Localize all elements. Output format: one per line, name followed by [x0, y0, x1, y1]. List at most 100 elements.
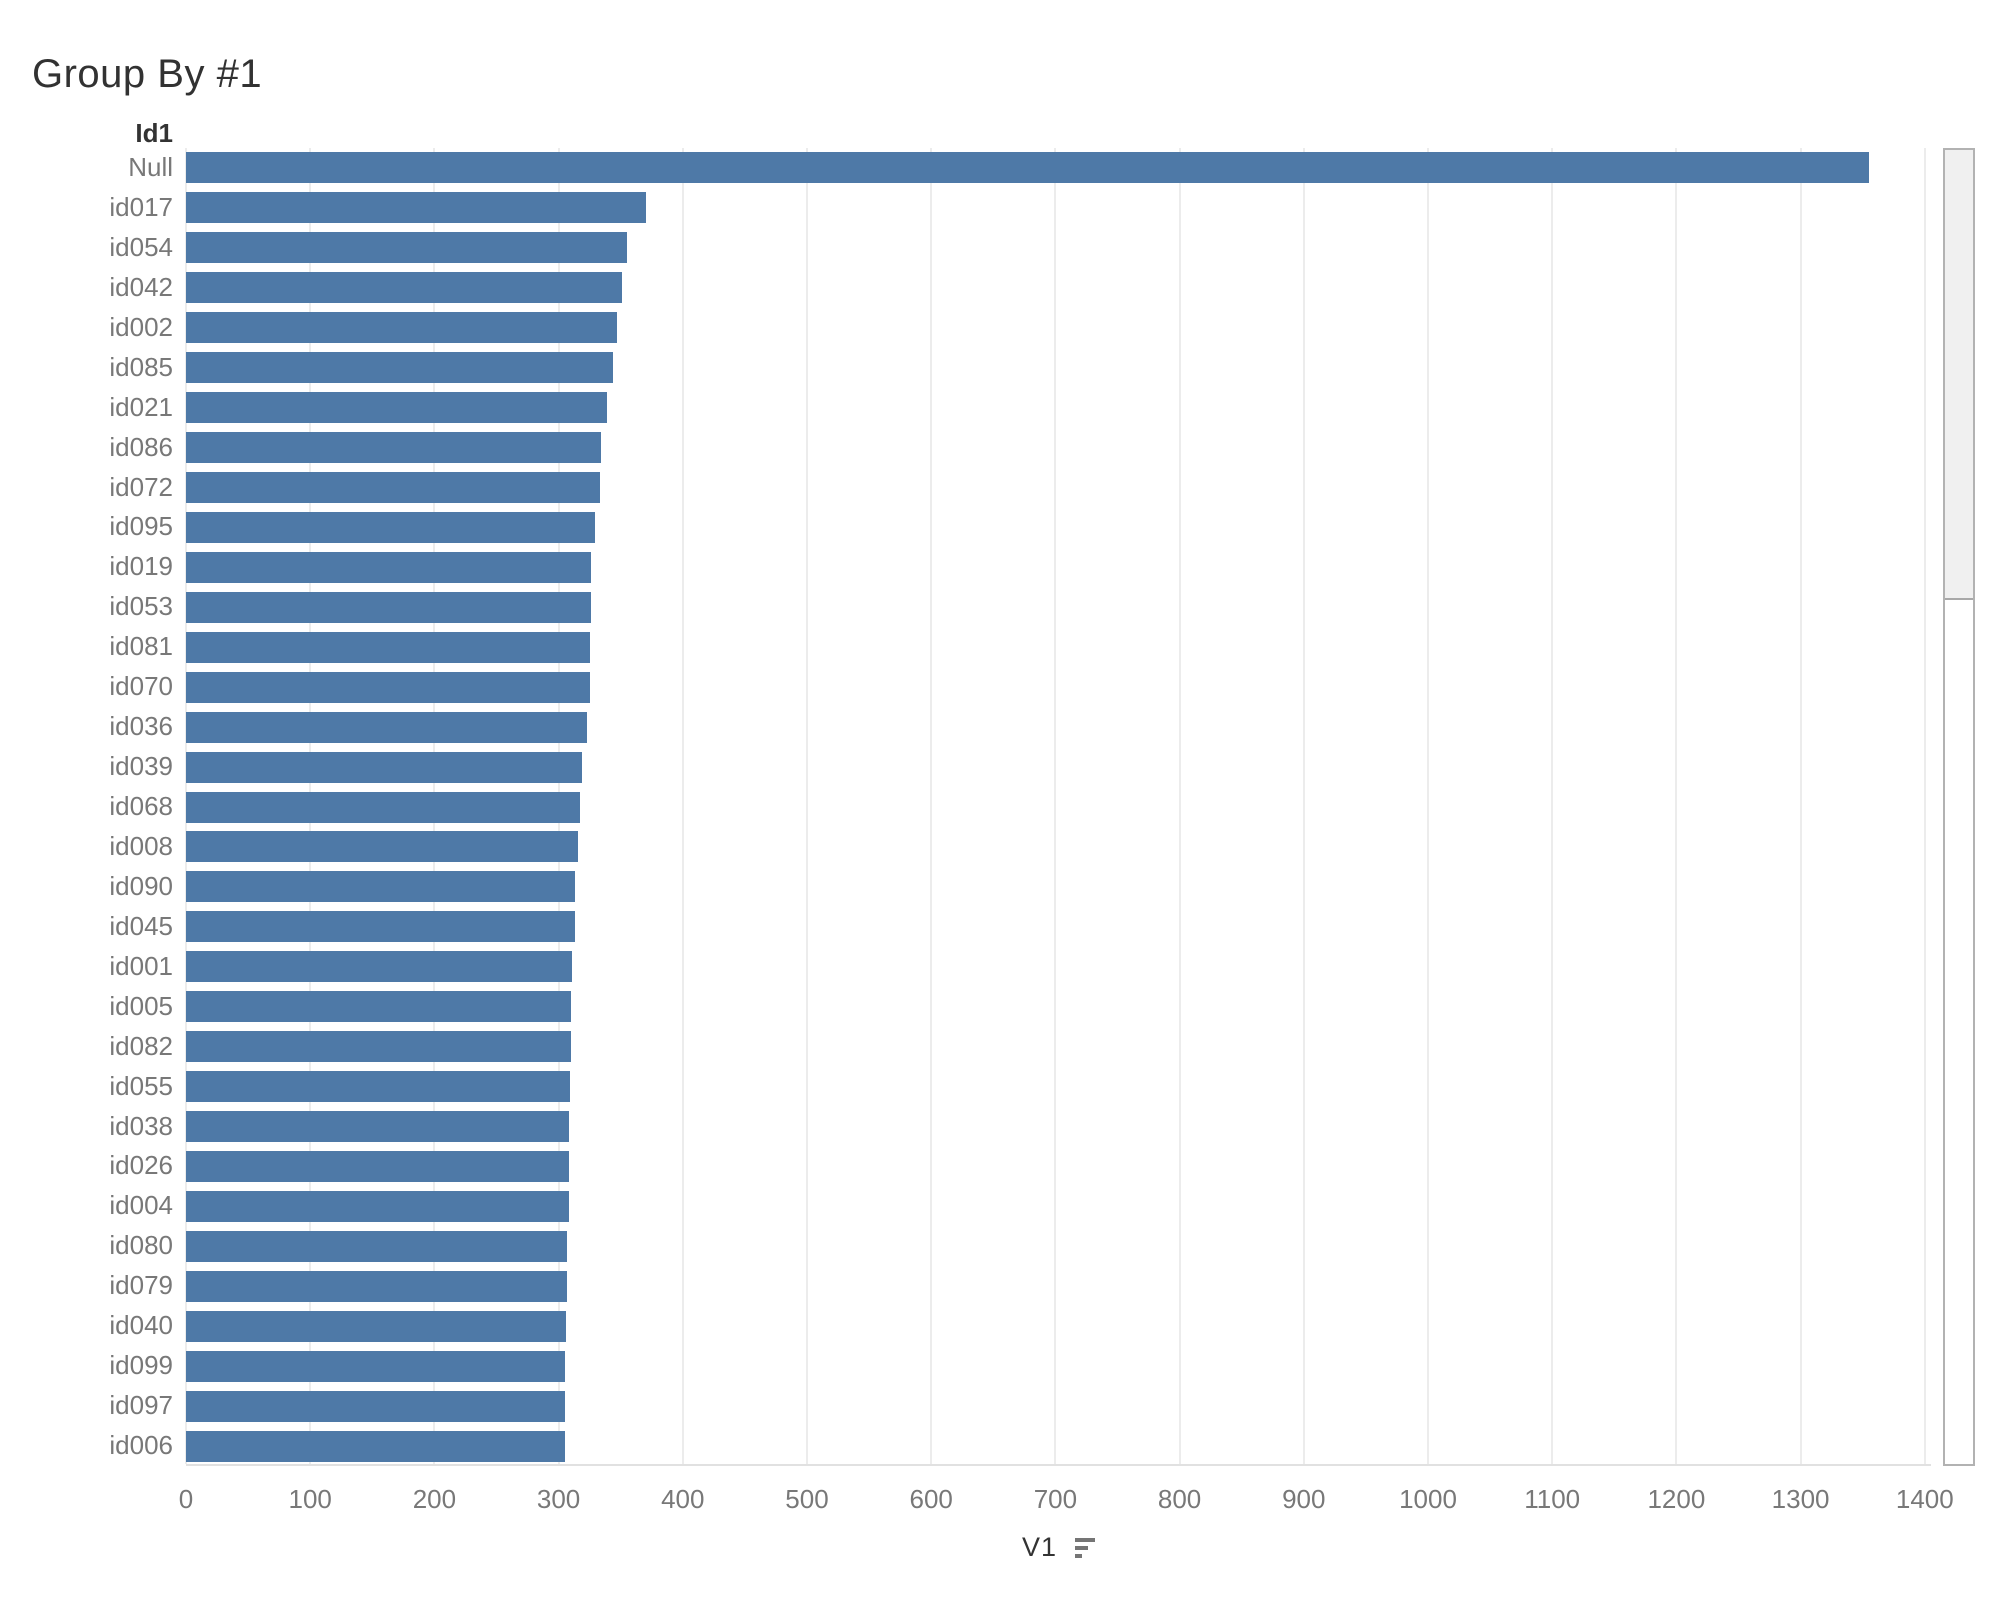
x-tick-label: 1300: [1771, 1484, 1830, 1514]
x-tick-label: 1200: [1647, 1484, 1706, 1514]
x-axis-label: V1: [1021, 1531, 1058, 1562]
row-label-id054[interactable]: id054: [109, 231, 173, 262]
gridline: [1302, 148, 1305, 1464]
row-label-id008[interactable]: id008: [109, 830, 173, 861]
bar-id008[interactable]: [186, 831, 579, 863]
plot-area: [185, 148, 1931, 1466]
x-tick-label: 800: [1157, 1484, 1202, 1514]
row-label-id055[interactable]: id055: [109, 1070, 173, 1101]
bar-id072[interactable]: [186, 471, 600, 503]
x-tick-label: 200: [412, 1484, 457, 1514]
gridline: [1054, 148, 1057, 1464]
bar-id042[interactable]: [186, 272, 622, 304]
row-label-id005[interactable]: id005: [109, 990, 173, 1021]
bar-id038[interactable]: [186, 1111, 569, 1142]
row-label-id040[interactable]: id040: [109, 1310, 173, 1341]
gridline: [805, 148, 808, 1464]
gridline: [930, 148, 933, 1464]
bar-id002[interactable]: [186, 312, 617, 344]
bar-id085[interactable]: [186, 352, 614, 384]
bar-id021[interactable]: [186, 392, 608, 424]
bar-id081[interactable]: [186, 631, 590, 663]
bar-id026[interactable]: [186, 1150, 569, 1182]
sort-descending-icon[interactable]: [1075, 1536, 1096, 1558]
x-tick-label: 0: [178, 1484, 194, 1514]
vertical-scrollbar-track[interactable]: [1943, 148, 1975, 1466]
row-label-id039[interactable]: id039: [109, 751, 173, 782]
bar-id001[interactable]: [186, 951, 573, 983]
bar-id004[interactable]: [186, 1190, 569, 1222]
row-label-id081[interactable]: id081: [109, 631, 173, 662]
chart-title: Group By #1: [32, 52, 263, 96]
bar-id045[interactable]: [186, 911, 575, 943]
x-tick-label: 600: [909, 1484, 953, 1514]
row-label-id097[interactable]: id097: [109, 1390, 173, 1421]
row-label-id080[interactable]: id080: [109, 1230, 173, 1261]
x-tick-label: 1100: [1524, 1484, 1581, 1514]
gridline: [1178, 148, 1181, 1464]
row-label-id042[interactable]: id042: [109, 271, 173, 302]
bar-id099[interactable]: [186, 1350, 565, 1382]
row-label-id021[interactable]: id021: [109, 391, 173, 422]
row-label-id036[interactable]: id036: [109, 711, 173, 742]
row-label-id068[interactable]: id068: [109, 791, 173, 822]
bar-id006[interactable]: [186, 1430, 565, 1462]
row-label-id001[interactable]: id001: [109, 950, 173, 981]
bar-id080[interactable]: [186, 1230, 568, 1262]
x-tick-label: 400: [661, 1484, 705, 1514]
row-label-id004[interactable]: id004: [109, 1190, 173, 1221]
row-label-id017[interactable]: id017: [109, 191, 173, 222]
vertical-scrollbar-thumb[interactable]: [1945, 150, 1973, 600]
bar-id070[interactable]: [186, 671, 590, 703]
row-label-id045[interactable]: id045: [109, 910, 173, 941]
bar-id039[interactable]: [186, 751, 583, 783]
x-tick-label: 700: [1033, 1484, 1078, 1514]
x-axis-title: V1: [186, 1530, 1931, 1564]
bar-id005[interactable]: [186, 991, 572, 1023]
gridline: [1923, 148, 1926, 1464]
row-label-id019[interactable]: id019: [109, 551, 173, 582]
row-label-id095[interactable]: id095: [109, 511, 173, 542]
row-label-id072[interactable]: id072: [109, 471, 173, 502]
row-label-id002[interactable]: id002: [109, 311, 173, 342]
bar-Null[interactable]: [186, 152, 1869, 184]
row-label-Null[interactable]: Null: [128, 152, 173, 182]
bar-id079[interactable]: [186, 1270, 568, 1302]
bar-id090[interactable]: [186, 871, 575, 903]
gridline: [1675, 148, 1678, 1464]
gridline: [1426, 148, 1429, 1464]
row-label-id090[interactable]: id090: [109, 870, 173, 901]
bar-id082[interactable]: [186, 1031, 572, 1063]
bar-id068[interactable]: [186, 791, 580, 823]
gridline: [681, 148, 684, 1464]
row-label-id038[interactable]: id038: [109, 1110, 173, 1141]
bar-id017[interactable]: [186, 192, 646, 224]
x-tick-label: 300: [536, 1484, 581, 1514]
bar-id019[interactable]: [186, 551, 591, 583]
row-label-id006[interactable]: id006: [109, 1430, 173, 1461]
row-label-id099[interactable]: id099: [109, 1350, 173, 1381]
bar-id055[interactable]: [186, 1071, 570, 1103]
bar-id095[interactable]: [186, 511, 595, 543]
bar-id053[interactable]: [186, 591, 591, 623]
bar-id040[interactable]: [186, 1310, 567, 1342]
x-tick-label: 900: [1282, 1484, 1326, 1514]
row-label-id070[interactable]: id070: [109, 671, 173, 702]
row-label-id053[interactable]: id053: [109, 591, 173, 622]
x-tick-label: 1400: [1895, 1484, 1954, 1514]
row-label-id079[interactable]: id079: [109, 1270, 173, 1301]
row-label-id085[interactable]: id085: [109, 351, 173, 382]
x-tick-label: 500: [785, 1484, 829, 1514]
bar-id054[interactable]: [186, 232, 627, 264]
row-label-id026[interactable]: id026: [109, 1150, 173, 1181]
column-field-header: Id1: [135, 118, 173, 148]
bar-id097[interactable]: [186, 1390, 565, 1422]
row-label-id082[interactable]: id082: [109, 1030, 173, 1061]
row-label-id086[interactable]: id086: [109, 431, 173, 462]
gridline: [1551, 148, 1554, 1464]
gridline: [1799, 148, 1802, 1464]
bar-id036[interactable]: [186, 711, 588, 743]
bar-id086[interactable]: [186, 432, 601, 464]
x-tick-label: 100: [288, 1484, 332, 1514]
